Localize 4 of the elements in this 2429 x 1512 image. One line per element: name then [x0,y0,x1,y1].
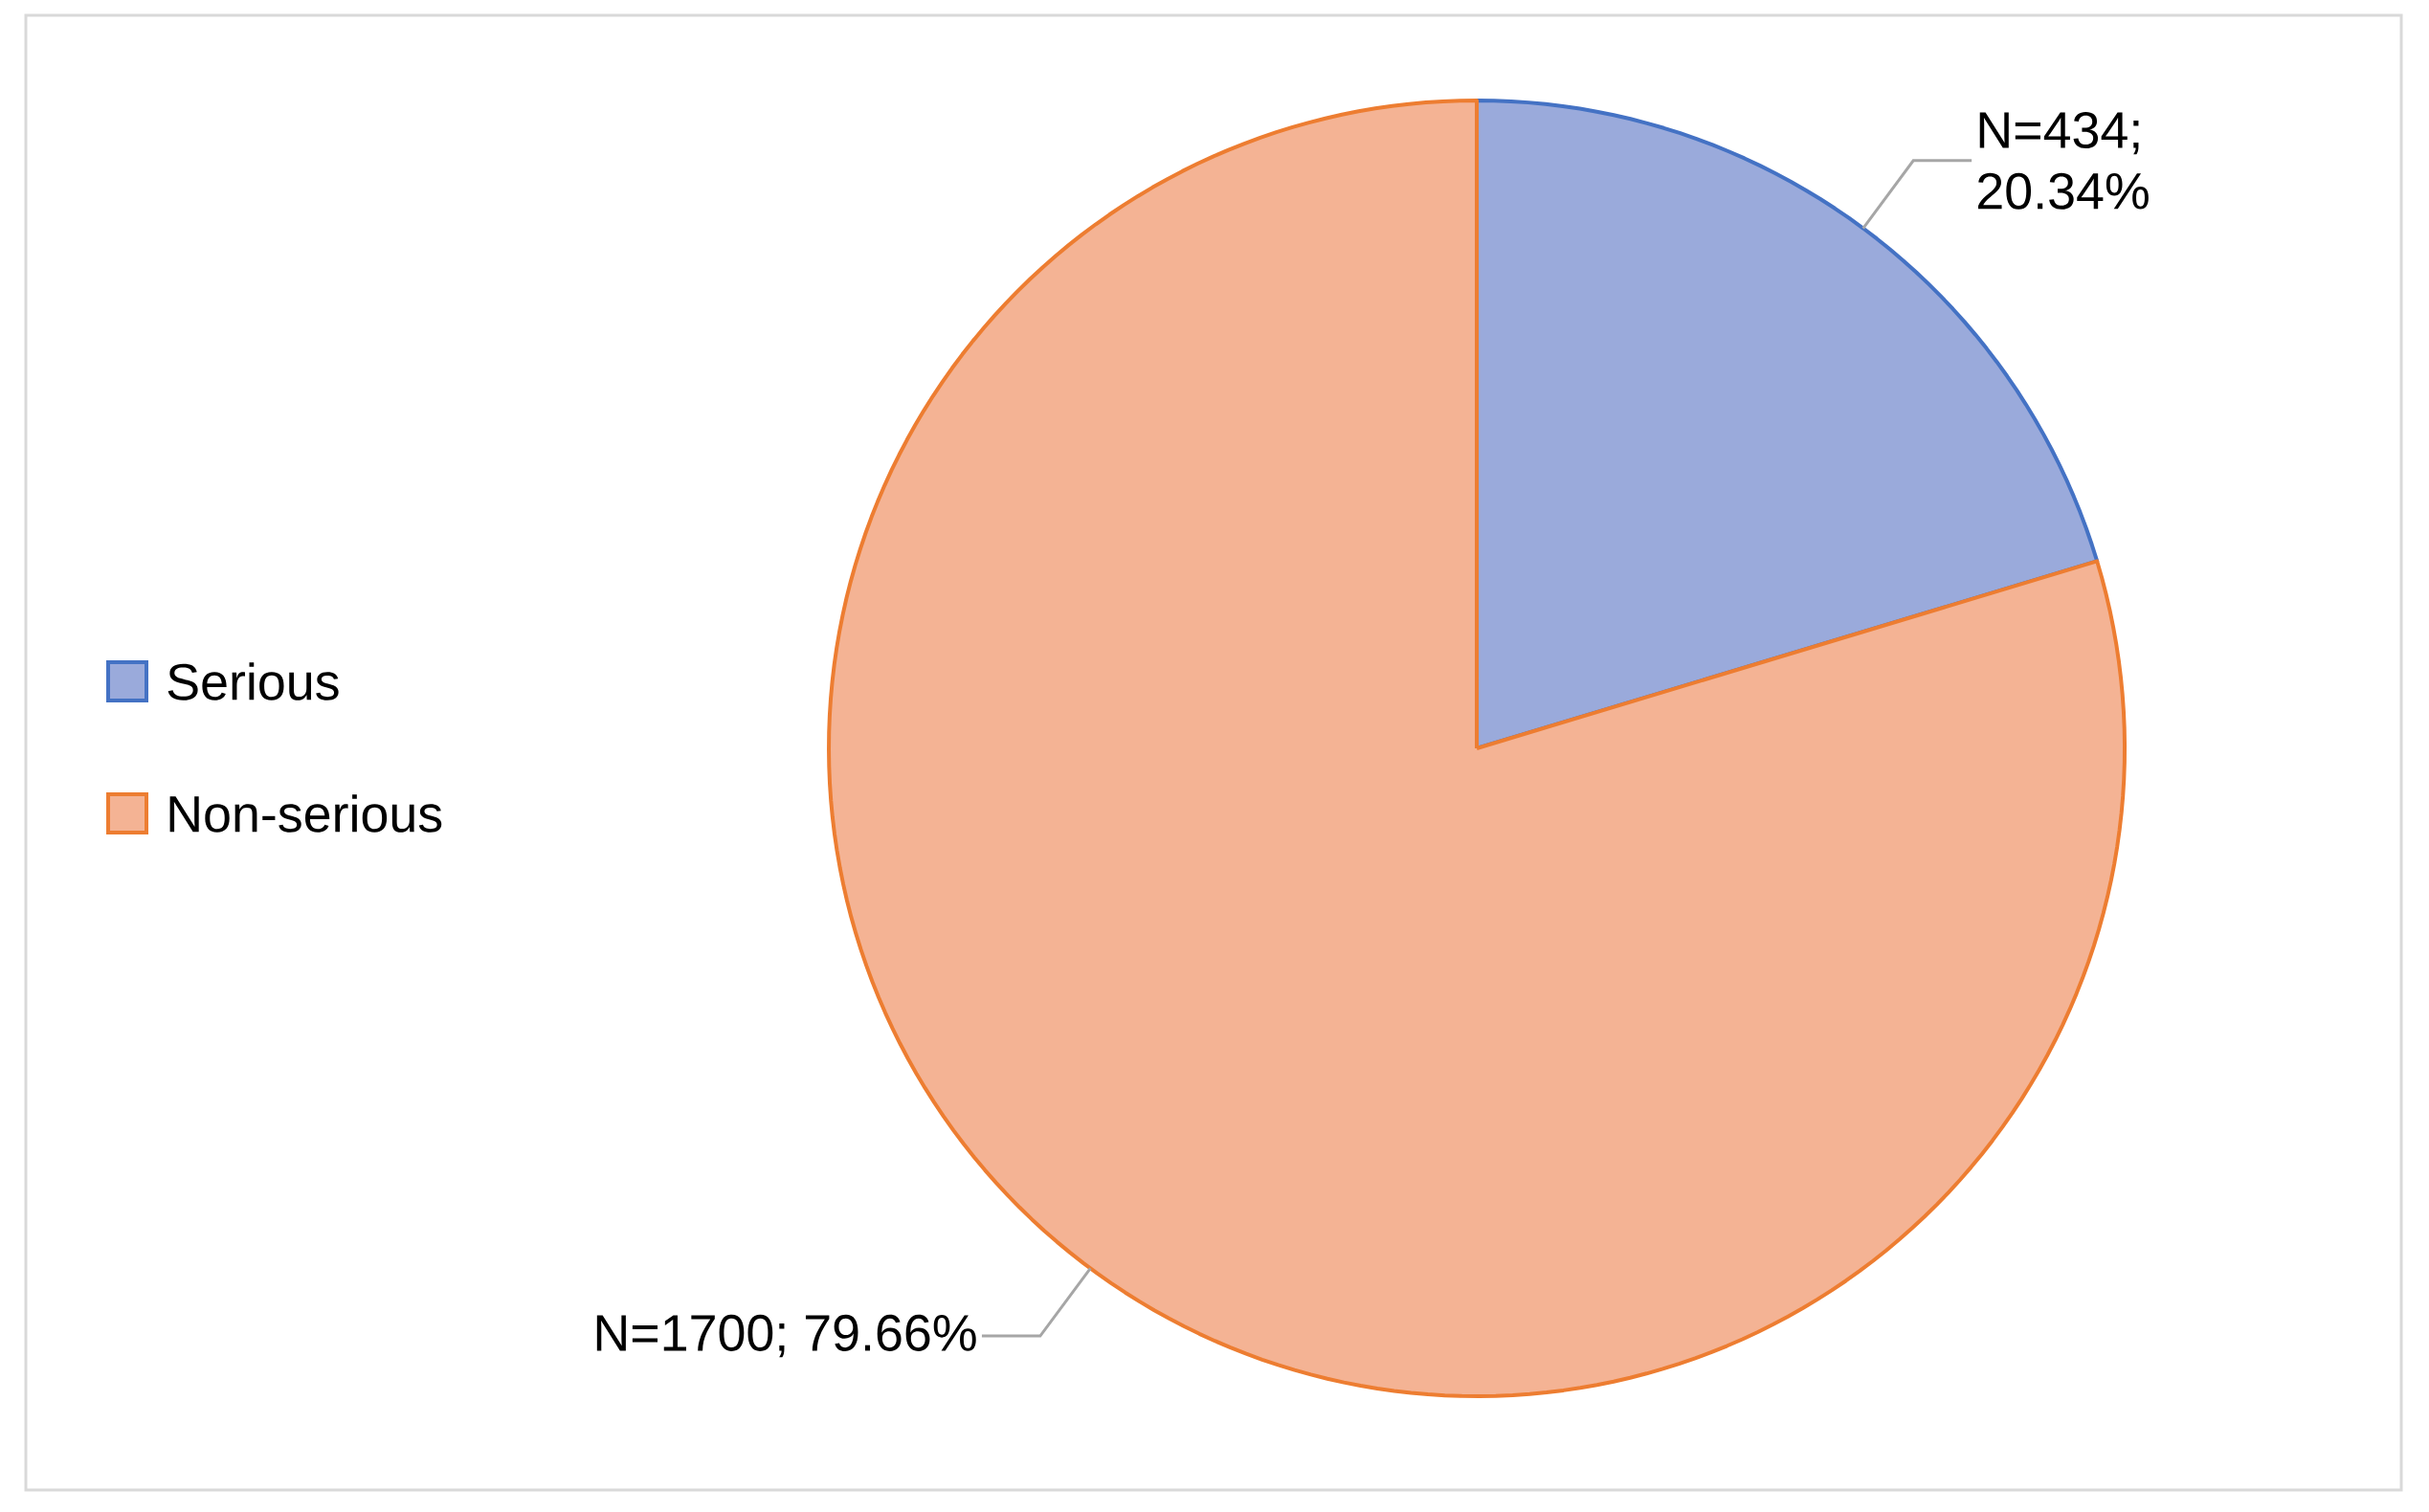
data-label: N=1700; 79.66% [596,1314,976,1358]
legend-label: Non-serious [169,794,442,833]
legend-label: Serious [167,662,339,700]
data-label: N=434; 20.34% [1978,111,2149,210]
